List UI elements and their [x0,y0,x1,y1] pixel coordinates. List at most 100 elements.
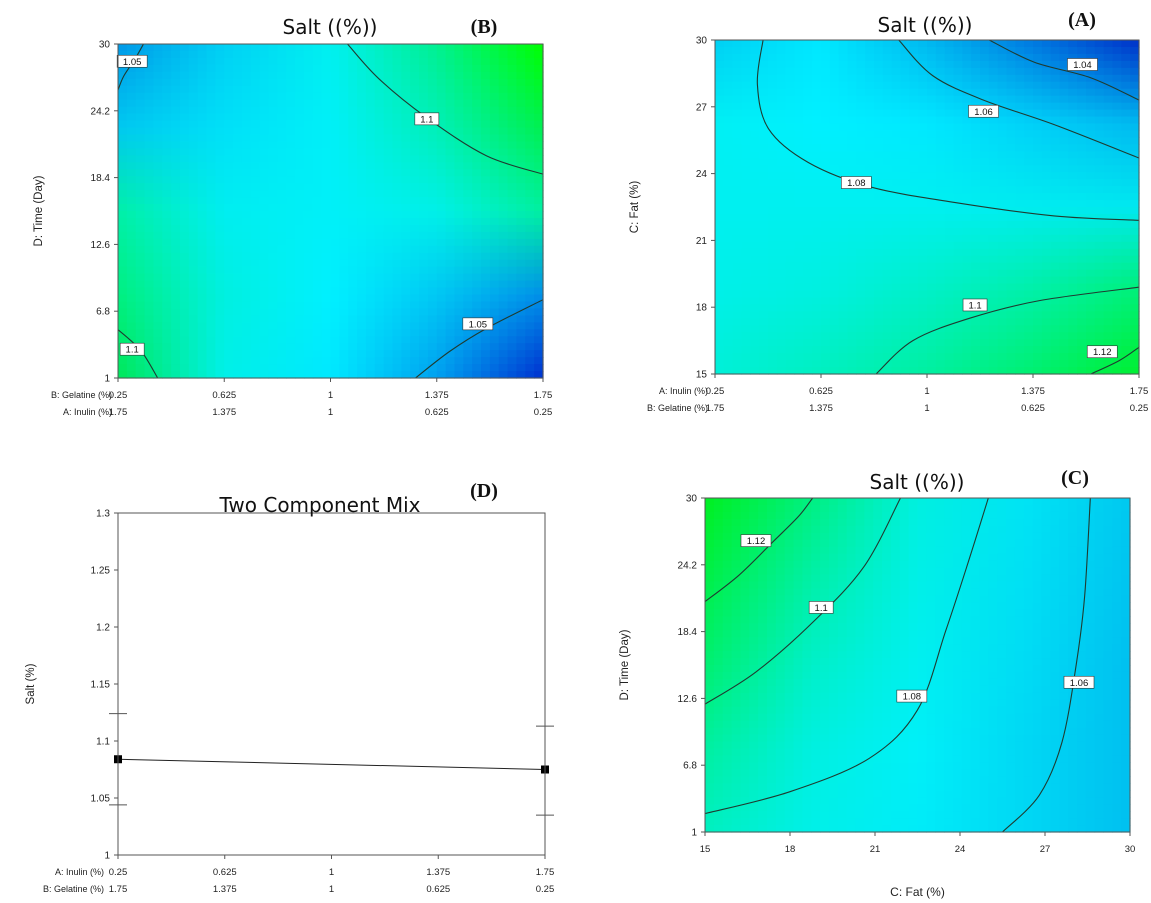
field-cell [1059,81,1069,90]
field-cell [812,220,822,229]
field-cell [847,67,857,76]
field-cell [768,123,778,132]
field-cell [401,78,411,87]
field-cell [454,336,464,344]
field-cell [215,350,225,358]
field-cell [153,308,163,316]
field-cell [1121,269,1131,278]
field-cell [250,71,261,80]
field-cell [357,78,367,87]
field-cell [312,183,323,191]
field-cell [374,301,385,310]
field-cell [1024,360,1034,368]
field-cell [357,92,367,101]
field-cell [197,273,208,282]
field-cell [303,169,314,177]
field-cell [821,46,831,55]
field-cell [909,220,919,229]
field-cell [838,346,849,354]
field-cell [268,224,278,233]
field-cell [785,137,796,145]
field-cell [268,155,278,163]
field-cell [1015,53,1025,62]
field-cell [874,220,884,229]
field-cell [829,227,840,236]
field-cell [241,238,252,247]
field-cell [722,658,733,666]
field-cell [383,252,394,261]
field-cell [953,74,963,83]
field-cell [330,238,340,247]
field-cell [463,169,473,177]
field-cell [785,179,796,187]
field-cell [732,346,743,354]
field-cell [829,130,840,139]
field-cell [1024,60,1034,69]
field-cell [1041,213,1052,222]
field-cell [481,252,491,261]
field-cell [750,248,760,257]
field-cell [705,616,715,624]
field-cell [507,217,518,226]
field-cell [812,304,822,312]
field-cell [759,158,769,166]
field-cell [935,60,946,69]
field-cell [383,120,394,129]
field-cell [1094,95,1105,104]
field-cell [330,357,340,365]
field-cell [197,266,208,275]
field-cell [118,266,128,275]
field-cell [723,172,734,180]
field-cell [126,364,137,372]
field-cell [988,311,999,319]
field-cell [241,64,252,73]
field-cell [383,322,394,330]
field-cell [935,332,946,340]
field-cell [312,127,323,136]
field-cell [277,301,287,310]
field-cell [197,155,208,163]
field-cell [1068,137,1078,145]
field-cell [312,99,323,108]
field-cell [1103,339,1114,347]
field-cell [1006,360,1016,368]
field-cell [935,123,946,132]
field-cell [489,113,500,122]
field-cell [472,252,482,261]
field-cell [732,116,743,125]
field-cell [250,217,261,226]
field-cell [776,234,787,243]
field-cell [829,207,840,215]
field-cell [741,130,751,139]
field-cell [980,165,990,173]
field-cell [918,53,928,62]
field-cell [277,64,287,73]
field-cell [918,220,928,229]
field-cell [1077,53,1087,62]
field-cell [768,227,778,236]
field-cell [997,220,1008,229]
field-cell [821,53,831,62]
field-cell [732,165,743,173]
field-cell [918,290,928,299]
field-cell [768,220,778,229]
field-cell [750,144,760,152]
field-cell [715,332,725,340]
field-cell [988,234,999,243]
field-cell [1094,158,1105,166]
field-cell [1033,213,1043,222]
field-cell [741,165,751,173]
field-cell [882,179,893,187]
field-cell [481,301,491,310]
field-cell [126,190,137,198]
field-cell [215,224,225,233]
field-cell [197,217,208,226]
field-cell [918,172,928,180]
field-cell [419,364,429,372]
field-cell [188,162,199,170]
field-cell [312,120,323,129]
field-cell [731,504,742,513]
field-cell [357,113,367,122]
field-cell [874,95,884,104]
field-cell [821,346,831,354]
